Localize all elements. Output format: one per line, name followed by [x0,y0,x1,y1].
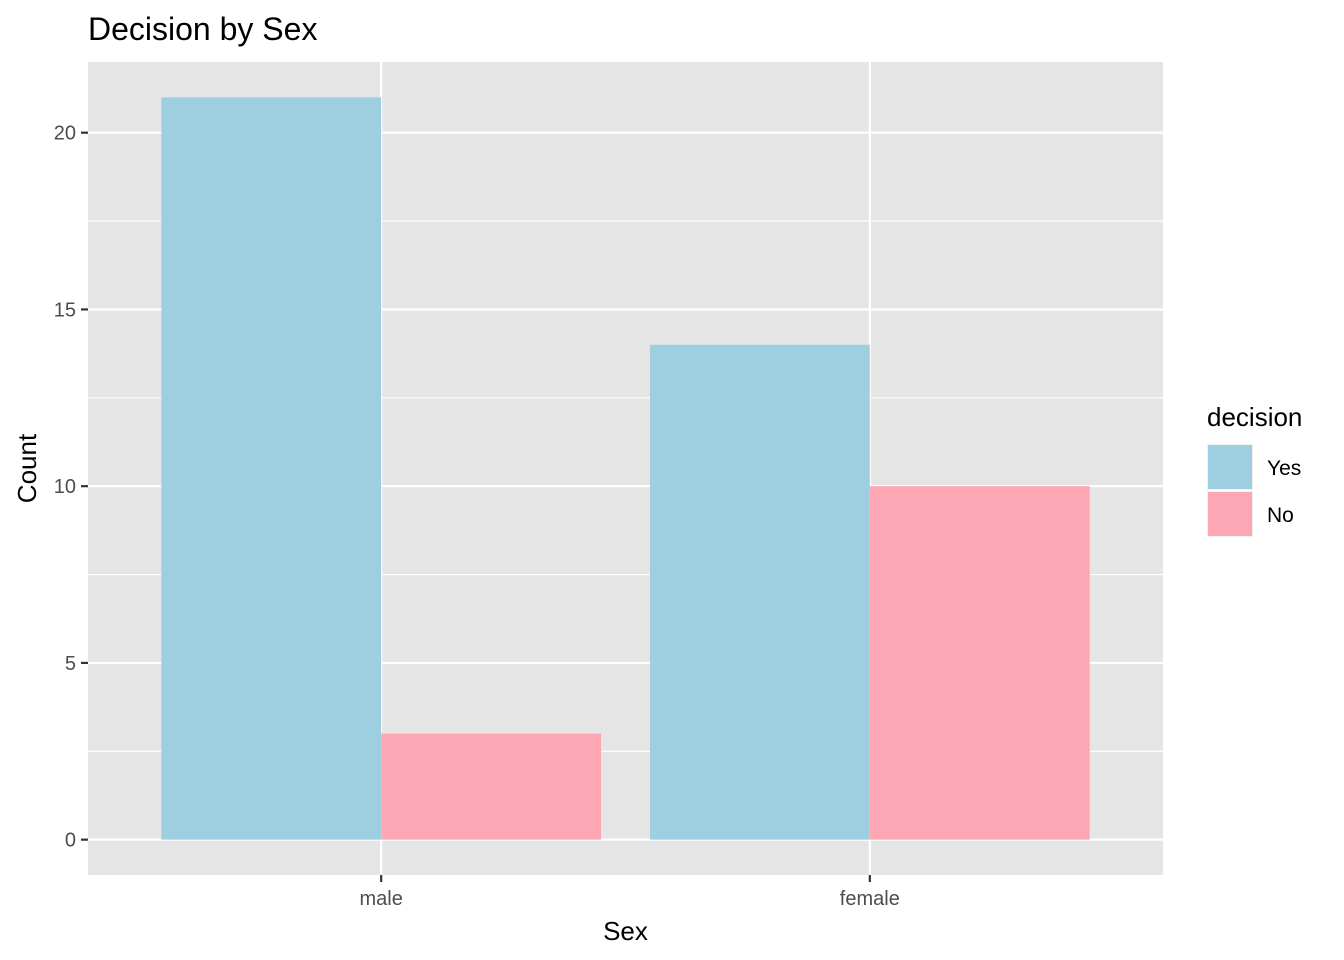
bar-no-female [869,486,1090,840]
legend-swatch-yes [1208,445,1252,489]
legend: decision Yes No [1207,402,1302,537]
x-axis: male female [360,875,900,910]
legend-label-yes: Yes [1267,457,1301,480]
legend-items: Yes No [1207,444,1301,537]
y-axis-title: Count [12,433,42,503]
bar-yes-male [161,97,382,840]
y-tick-label: 20 [54,123,76,145]
legend-label-no: No [1267,504,1294,527]
x-axis-title: Sex [603,916,648,946]
y-tick-label: 0 [65,830,76,852]
y-tick-label: 5 [65,653,76,675]
chart-title: Decision by Sex [88,11,317,47]
legend-title: decision [1207,402,1302,432]
y-tick-label: 10 [54,476,76,498]
y-axis: 0 5 10 15 20 [54,123,88,852]
bars [161,97,1090,840]
y-tick-label: 15 [54,299,76,321]
x-tick-label: male [360,888,403,910]
bar-yes-female [649,344,870,840]
x-tick-label: female [840,888,900,910]
bar-no-male [381,733,602,840]
legend-swatch-no [1208,492,1252,536]
